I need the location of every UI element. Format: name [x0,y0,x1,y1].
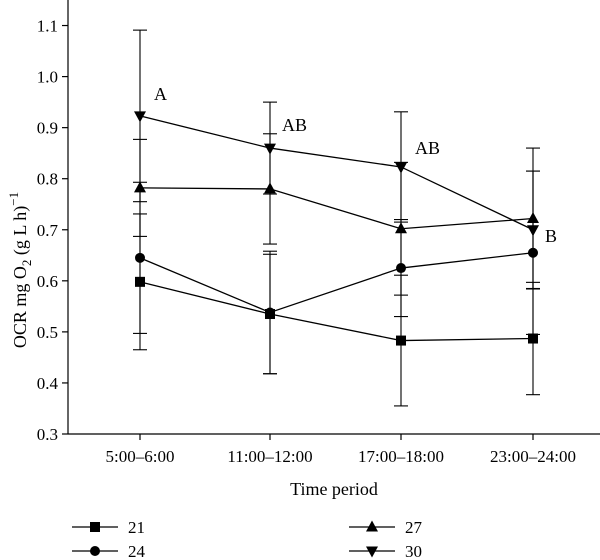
series-line-21 [139,281,534,342]
legend-item-27: 27 [349,518,423,537]
x-tick-label-3: 23:00–24:00 [490,447,576,466]
annotation-b-3: B [545,226,557,246]
legend-marker-24 [90,546,100,556]
y-axis-title: OCR mg O2 (g L h)−1 [6,192,34,348]
point-30-0 [134,111,146,123]
legend-label-30: 30 [405,542,422,560]
legend-marker-27 [366,520,378,532]
point-24-1 [265,307,275,318]
x-tick-label-0: 5:00–6:00 [106,447,175,466]
x-axis-title: Time period [290,479,378,499]
y-tick-label-1-1: 1.1 [37,17,58,36]
legend-item-21: 21 [72,518,145,537]
point-27-2 [395,222,407,234]
point-24-0 [135,252,145,263]
y-axis-title-main: OCR mg O [10,266,30,348]
legend-marker-30 [366,546,378,558]
legend-item-30: 30 [349,542,422,560]
y-axis-title-unit: (g L h) [10,206,31,260]
point-30-2 [395,162,407,174]
legend-label-27: 27 [405,518,423,537]
annotation-a-0: A [154,84,167,104]
y-tick-label-0-4: 0.4 [37,374,59,393]
series-line-27 [139,187,534,230]
y-tick-label-0-5: 0.5 [37,323,58,342]
axes: 0.3 0.4 0.5 0.6 0.7 0.8 0.9 1.0 1.1 5:00–6:00 11:0… [37,0,600,466]
series-30 [133,29,540,290]
legend-label-24: 24 [128,542,146,560]
legend: 21 24 27 30 [72,518,423,560]
y-tick-label-1-0: 1.0 [37,68,58,87]
legend-label-21: 21 [128,518,145,537]
point-30-1 [264,143,276,155]
y-tick-label-0-6: 0.6 [37,272,58,291]
y-tick-label-0-9: 0.9 [37,119,58,138]
annotation-ab-2: AB [415,138,440,158]
series-line-24 [139,252,534,314]
point-21-2 [396,335,406,346]
annotation-ab-1: AB [282,115,307,135]
point-21-3 [528,333,538,344]
legend-item-24: 24 [72,542,146,560]
series-21 [133,213,540,407]
x-tick-label-1: 11:00–12:00 [227,447,312,466]
y-tick-label-0-3: 0.3 [37,425,58,444]
y-tick-label-0-7: 0.7 [37,221,59,240]
y-tick-label-0-8: 0.8 [37,170,58,189]
point-30-3 [527,225,539,237]
y-axis-title-superscript: −1 [6,192,21,206]
x-tick-label-2: 17:00–18:00 [358,447,444,466]
series-line-30 [139,115,534,231]
legend-marker-21 [90,522,100,532]
y-axis-title-subscript: 2 [19,260,34,267]
series-layer [133,29,540,407]
annotation-layer: A AB AB B [154,84,557,246]
series-24 [133,170,540,375]
